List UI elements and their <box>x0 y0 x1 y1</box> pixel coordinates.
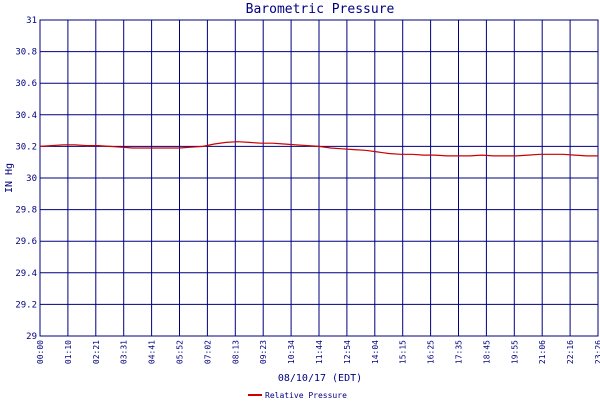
y-axis-ticks: 29 29.2 29.4 29.6 29.8 30 30.2 30.4 30.6 30.8 31 <box>15 16 37 342</box>
y-tick-label: 29 <box>26 332 37 342</box>
x-axis-label: 08/10/17 (EDT) <box>278 373 362 384</box>
y-axis-label: IN Hg <box>4 163 15 193</box>
y-tick-label: 30.2 <box>15 142 37 152</box>
chart-title: Barometric Pressure <box>246 2 395 17</box>
x-tick-label: 16:25 <box>427 340 436 364</box>
x-tick-label: 15:15 <box>399 340 408 364</box>
x-tick-label: 08:13 <box>231 340 240 364</box>
x-tick-label: 12:54 <box>343 340 352 364</box>
x-tick-label: 03:31 <box>120 340 129 364</box>
y-tick-label: 29.6 <box>15 237 37 247</box>
legend-label: Relative Pressure <box>265 391 347 400</box>
x-tick-label: 07:02 <box>203 340 212 364</box>
x-tick-label: 18:45 <box>482 340 491 364</box>
x-tick-label: 02:21 <box>92 340 101 364</box>
x-tick-label: 01:10 <box>64 340 73 364</box>
y-tick-label: 29.4 <box>15 269 37 279</box>
series-line-relative-pressure <box>39 141 598 157</box>
x-tick-label: 00:00 <box>36 340 45 364</box>
x-tick-label: 17:35 <box>455 340 464 364</box>
y-tick-label: 31 <box>26 16 37 26</box>
y-tick-label: 29.8 <box>15 206 37 216</box>
x-tick-label: 19:55 <box>510 340 519 364</box>
x-tick-label: 21:06 <box>538 340 547 364</box>
x-axis-ticks: 00:00 01:10 02:21 03:31 04:41 05:52 07:02 08:13… <box>36 340 600 364</box>
y-tick-label: 30.8 <box>15 48 37 58</box>
y-tick-label: 30.4 <box>15 111 37 121</box>
y-tick-label: 30 <box>26 174 37 184</box>
x-tick-label: 22:16 <box>566 340 575 364</box>
x-tick-label: 11:44 <box>315 340 324 364</box>
x-tick-label: 04:41 <box>148 340 157 364</box>
x-tick-label: 23:26 <box>594 340 600 364</box>
grid-lines <box>39 19 599 337</box>
x-tick-label: 05:52 <box>176 340 185 364</box>
y-tick-label: 30.6 <box>15 79 37 89</box>
x-tick-label: 09:23 <box>259 340 268 364</box>
x-tick-label: 10:34 <box>287 340 296 364</box>
x-tick-label: 14:04 <box>371 340 380 364</box>
y-tick-label: 29.2 <box>15 300 37 310</box>
